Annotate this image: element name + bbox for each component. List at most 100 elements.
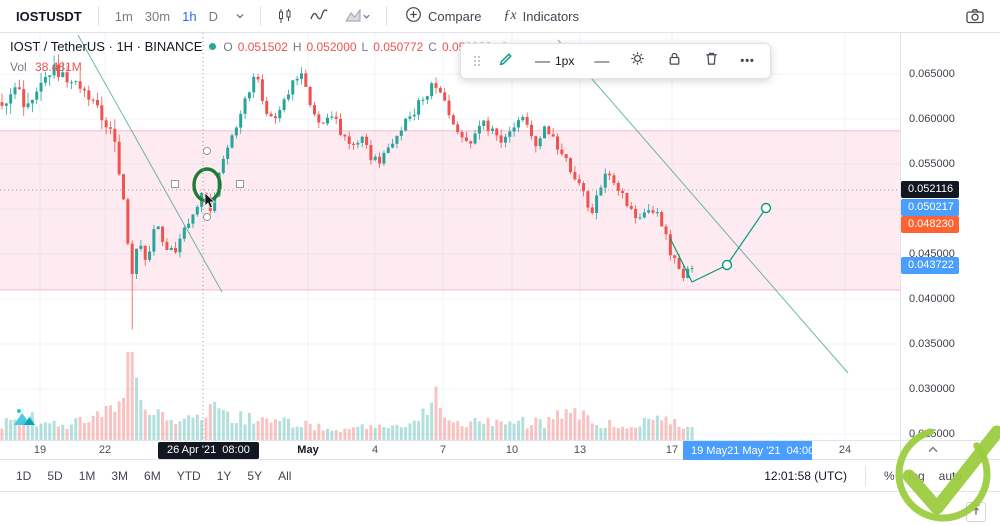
open-label: O — [223, 39, 233, 54]
projection-path[interactable] — [669, 207, 767, 283]
divider — [259, 6, 261, 26]
wave-style-button[interactable] — [305, 4, 333, 28]
lock-button[interactable] — [663, 48, 686, 74]
crosshair-time-badge: 26 Apr '21 08:00 — [158, 442, 259, 459]
vol-label: Vol — [10, 60, 27, 74]
area-chart-icon — [344, 7, 362, 25]
price-tick: 0.065000 — [909, 68, 955, 80]
range-1m[interactable]: 1M — [71, 466, 104, 486]
ellipse-handle-ci-1[interactable] — [203, 147, 211, 155]
projection-handle-2[interactable] — [760, 202, 772, 214]
line-width-label: 1px — [555, 54, 575, 68]
line-style-button[interactable]: — — [591, 51, 612, 72]
drag-handle-icon[interactable] — [473, 55, 481, 67]
gear-icon — [629, 50, 646, 72]
trendline-2[interactable] — [557, 39, 849, 374]
range-6m[interactable]: 6M — [136, 466, 169, 486]
high-value: 0.052000 — [306, 39, 357, 54]
pencil-tool-button[interactable] — [495, 48, 518, 74]
price-tick: 0.060000 — [909, 113, 955, 125]
time-tick: 17 — [665, 444, 679, 456]
area-style-button[interactable] — [339, 4, 376, 28]
waveform-icon — [310, 7, 328, 25]
line-width-button[interactable]: — 1px — [532, 51, 577, 72]
interval-1m[interactable]: 1m — [109, 6, 139, 27]
range-ytd[interactable]: YTD — [169, 466, 209, 486]
market-status-dot-icon — [209, 43, 217, 50]
divider — [97, 6, 99, 26]
chart-legend: IOST / TetherUS · 1H · BINANCE O 0.051502… — [10, 39, 508, 54]
screenshot-button[interactable] — [960, 4, 990, 28]
range-3m[interactable]: 3M — [103, 466, 136, 486]
pencil-icon — [498, 50, 515, 72]
time-axis[interactable]: 26 Apr '21 08:00 19 May 21 May '21 04:00… — [0, 440, 900, 460]
interval-30m[interactable]: 30m — [139, 6, 176, 27]
close-label: C — [428, 39, 437, 54]
footer-area — [0, 491, 1000, 526]
top-toolbar: IOSTUSDT 1m 30m 1h D — [0, 0, 1000, 33]
ellipse-handle-ci-2[interactable] — [203, 213, 211, 221]
open-value: 0.051502 — [237, 39, 288, 54]
range-all[interactable]: All — [270, 466, 299, 486]
axis-corner[interactable] — [900, 440, 1000, 459]
line-width-icon: — — [535, 52, 550, 70]
range-start-label: 19 May — [691, 444, 728, 457]
scroll-to-top-button[interactable] — [966, 502, 986, 522]
chevron-down-icon — [362, 12, 371, 21]
trendline-1[interactable] — [77, 34, 223, 293]
time-tick: 24 — [838, 444, 852, 456]
vol-value: 38.481M — [35, 60, 82, 74]
chart-title[interactable]: IOST / TetherUS · 1H · BINANCE — [10, 39, 203, 54]
price-tick: 0.035000 — [909, 338, 955, 350]
interval-menu-button[interactable] — [230, 8, 250, 24]
watchlist-logo[interactable] — [12, 405, 38, 434]
clock-button[interactable]: 12:01:58 (UTC) — [764, 468, 847, 483]
interval-group: 1m 30m 1h D — [109, 6, 224, 27]
divider — [385, 6, 387, 26]
volume-bars — [0, 352, 694, 440]
compare-button[interactable]: Compare — [397, 3, 489, 29]
time-tick: 10 — [505, 444, 519, 456]
bottom-toolbar: 1D 5D 1M 3M 6M YTD 1Y 5Y All 12:01:58 (UTC) % lo… — [0, 459, 1000, 491]
drawing-toolbar: — 1px — ••• — [460, 43, 771, 79]
ellipsis-icon: ••• — [740, 55, 755, 67]
projection-handle-1[interactable] — [721, 259, 733, 271]
time-tick: 13 — [573, 444, 587, 456]
time-tick: 7 — [439, 444, 447, 456]
trash-icon — [703, 50, 720, 72]
candlestick-style-button[interactable] — [271, 4, 299, 28]
delete-button[interactable] — [700, 48, 723, 74]
log-scale-button[interactable]: log — [908, 468, 925, 483]
range-group: 1D 5D 1M 3M 6M YTD 1Y 5Y All — [8, 466, 299, 486]
auto-scale-button[interactable]: auto — [938, 468, 962, 483]
arrow-to-top-icon — [969, 502, 983, 522]
range-1d[interactable]: 1D — [8, 466, 39, 486]
candlestick-chart[interactable] — [0, 33, 900, 440]
fx-icon: ƒx — [503, 8, 517, 23]
chevron-up-icon — [927, 441, 939, 459]
range-end-label: 21 May '21 04:00 — [727, 444, 815, 457]
highlight-zone[interactable] — [0, 130, 900, 290]
more-options-button[interactable]: ••• — [737, 53, 758, 69]
price-tick: 0.040000 — [909, 293, 955, 305]
chevron-down-icon — [235, 11, 245, 21]
percent-scale-button[interactable]: % — [883, 468, 895, 483]
range-1y[interactable]: 1Y — [209, 466, 240, 486]
time-tick: 19 — [33, 444, 47, 456]
price-axis[interactable]: 0.0650000.0600000.0550000.0500000.045000… — [900, 33, 1000, 440]
price-badge: 0.048230 — [901, 216, 959, 234]
symbol-button[interactable]: IOSTUSDT — [10, 9, 88, 24]
ellipse-handle-sq-2[interactable] — [236, 180, 244, 188]
settings-button[interactable] — [626, 48, 649, 74]
interval-1h[interactable]: 1h — [176, 6, 202, 27]
range-5d[interactable]: 5D — [39, 466, 70, 486]
price-badge: 0.052116 — [901, 181, 959, 199]
mouse-cursor-icon — [204, 192, 216, 209]
range-5y[interactable]: 5Y — [239, 466, 270, 486]
ellipse-handle-sq-1[interactable] — [171, 180, 179, 188]
selected-range-badge: 19 May 21 May '21 04:00 — [683, 441, 815, 460]
interval-D[interactable]: D — [203, 6, 224, 27]
time-tick: May — [297, 444, 319, 456]
indicators-button[interactable]: ƒx Indicators — [495, 5, 587, 27]
chart-area[interactable]: IOST / TetherUS · 1H · BINANCE O 0.051502… — [0, 33, 900, 440]
